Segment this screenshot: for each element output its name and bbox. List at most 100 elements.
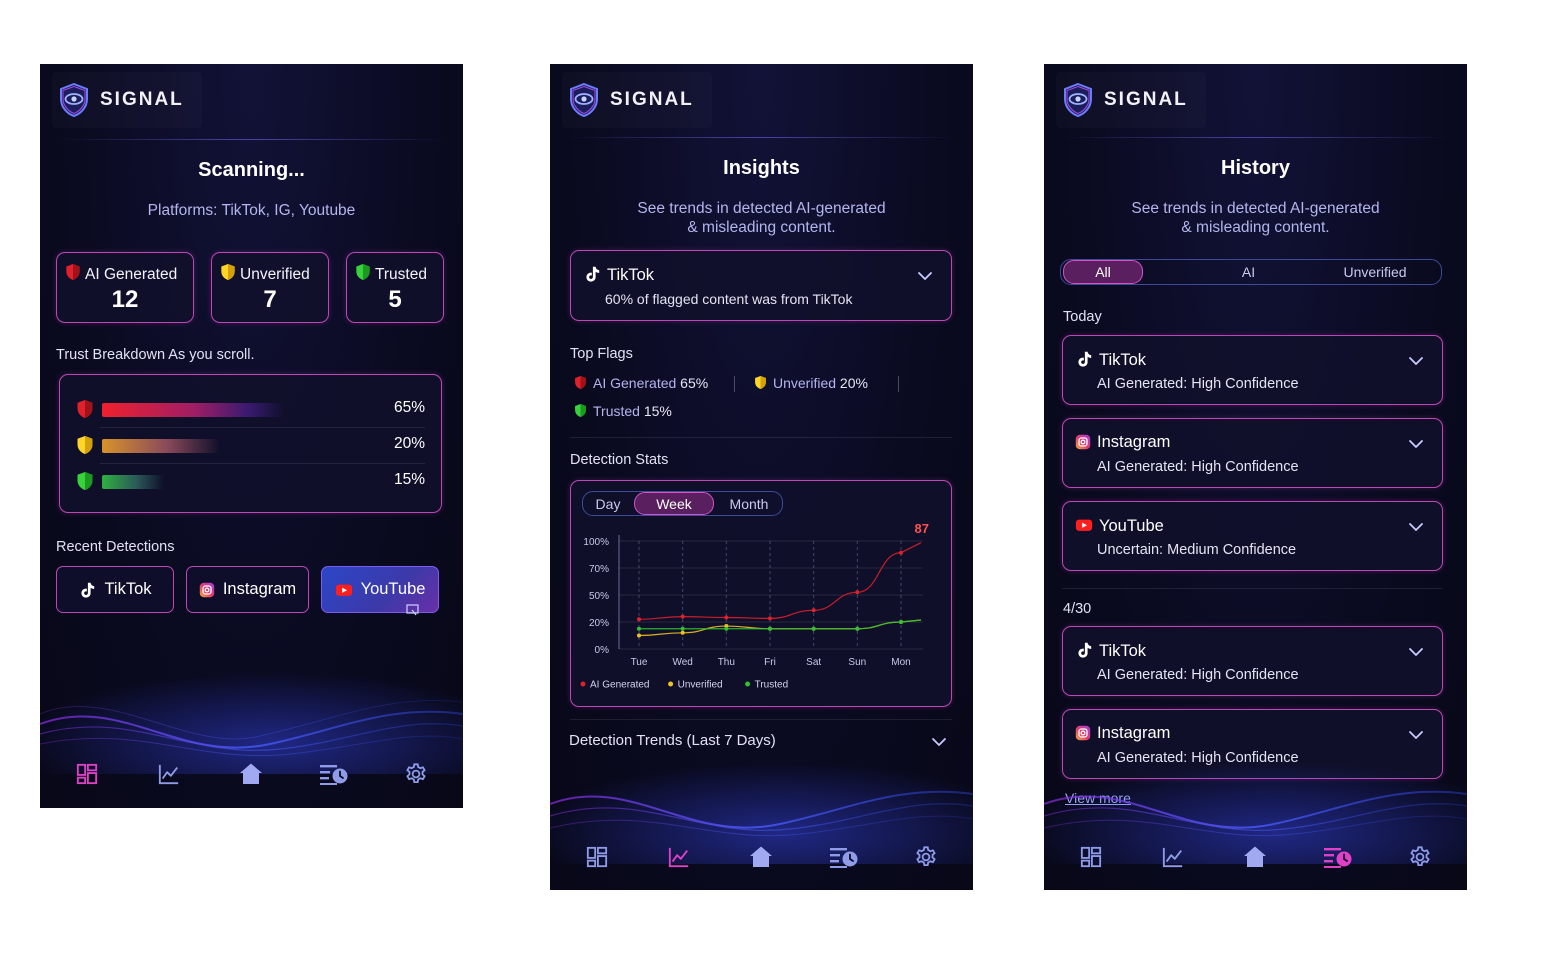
data-point bbox=[637, 617, 641, 622]
flag-value: 15% bbox=[643, 403, 672, 419]
chevron-down-icon[interactable] bbox=[917, 271, 933, 281]
group-label-date: 4/30 bbox=[1063, 601, 1092, 617]
flag-label: AI Generated bbox=[593, 375, 677, 391]
flag-separator bbox=[734, 376, 735, 392]
data-point bbox=[811, 608, 816, 613]
chevron-down-icon[interactable] bbox=[1408, 439, 1424, 449]
data-point bbox=[680, 614, 685, 619]
breakdown-label: Trust Breakdown As you scroll. bbox=[56, 347, 255, 363]
nav-home[interactable] bbox=[1235, 837, 1275, 877]
history-item[interactable]: Instagram AI Generated: High Confidence bbox=[1062, 418, 1443, 488]
nav-insights[interactable] bbox=[149, 754, 189, 794]
chevron-down-icon[interactable] bbox=[1408, 647, 1424, 657]
filter-all[interactable]: All bbox=[1063, 260, 1143, 284]
group-label-today: Today bbox=[1063, 309, 1102, 325]
card-title-row: YouTube bbox=[1075, 516, 1164, 536]
flag-label: Unverified bbox=[773, 375, 837, 391]
brand-name: SIGNAL bbox=[610, 89, 694, 110]
tiktok-icon bbox=[78, 581, 96, 599]
stat-card-trusted[interactable]: Trusted 5 bbox=[346, 252, 444, 323]
tiktok-icon bbox=[583, 265, 601, 283]
history-item[interactable]: TikTok AI Generated: High Confidence bbox=[1062, 335, 1443, 405]
bottom-nav bbox=[550, 830, 973, 884]
button-label: TikTok bbox=[104, 580, 152, 598]
nav-settings[interactable] bbox=[906, 837, 946, 877]
history-icon bbox=[1323, 845, 1353, 869]
legend-label: AI Generated bbox=[590, 680, 649, 691]
gear-icon bbox=[404, 762, 428, 786]
nav-home[interactable] bbox=[231, 754, 271, 794]
history-item[interactable]: Instagram AI Generated: High Confidence bbox=[1062, 709, 1443, 779]
platform-summary-card[interactable]: TikTok 60% of flagged content was from T… bbox=[570, 250, 952, 321]
nav-dashboard[interactable] bbox=[67, 754, 107, 794]
chevron-down-icon[interactable] bbox=[1408, 522, 1424, 532]
history-icon bbox=[319, 762, 349, 786]
card-title-row: TikTok bbox=[1075, 641, 1146, 661]
button-label: YouTube bbox=[360, 580, 426, 598]
nav-history[interactable] bbox=[1318, 837, 1358, 877]
app-logo: SIGNAL bbox=[562, 72, 712, 128]
y-tick-label: 0% bbox=[595, 645, 610, 656]
tiktok-icon bbox=[1075, 350, 1093, 368]
tab-day[interactable]: Day bbox=[595, 495, 621, 512]
legend-swatch bbox=[580, 681, 586, 687]
data-point bbox=[637, 626, 641, 631]
stat-label-row: AI Generated bbox=[65, 263, 177, 284]
stat-card-ai-generated[interactable]: AI Generated 12 bbox=[56, 252, 194, 323]
stat-card-unverified[interactable]: Unverified 7 bbox=[211, 252, 329, 323]
app-logo: SIGNAL bbox=[52, 72, 202, 128]
nav-history[interactable] bbox=[314, 754, 354, 794]
nav-insights[interactable] bbox=[659, 837, 699, 877]
data-point bbox=[768, 626, 772, 631]
view-more-link[interactable]: View more bbox=[1065, 790, 1131, 806]
header-divider bbox=[566, 137, 957, 138]
x-tick-label: Fri bbox=[764, 657, 776, 668]
data-point bbox=[680, 630, 685, 635]
dashboard-icon bbox=[586, 846, 608, 868]
series-line bbox=[638, 542, 922, 620]
flag-label: Trusted bbox=[593, 403, 640, 419]
data-point bbox=[637, 633, 641, 638]
data-point bbox=[899, 620, 903, 624]
x-tick-label: Sun bbox=[848, 657, 866, 668]
x-tick-label: Wed bbox=[672, 657, 692, 668]
stat-label: AI Generated bbox=[85, 266, 178, 283]
history-item[interactable]: YouTube Uncertain: Medium Confidence bbox=[1062, 501, 1443, 571]
stat-label-row: Unverified bbox=[220, 263, 310, 284]
history-detail: Uncertain: Medium Confidence bbox=[1097, 542, 1297, 558]
breakdown-row-trusted: 15% bbox=[76, 467, 425, 495]
header-divider bbox=[56, 139, 447, 140]
tab-month[interactable]: Month bbox=[729, 495, 769, 512]
platform-name: Instagram bbox=[1097, 724, 1171, 742]
tab-week[interactable]: Week bbox=[634, 492, 714, 515]
breakdown-percent: 65% bbox=[393, 399, 425, 416]
filter-unverified[interactable]: Unverified bbox=[1343, 264, 1407, 280]
stat-value: 5 bbox=[388, 286, 402, 313]
nav-settings[interactable] bbox=[396, 754, 436, 794]
nav-history[interactable] bbox=[824, 837, 864, 877]
nav-home[interactable] bbox=[741, 837, 781, 877]
data-point bbox=[680, 626, 685, 631]
card-title-row: Instagram bbox=[1075, 724, 1170, 743]
bottom-nav bbox=[40, 747, 463, 801]
nav-insights[interactable] bbox=[1153, 837, 1193, 877]
green-shield-icon bbox=[574, 403, 587, 418]
insights-screen: SIGNAL Insights See trends in detected A… bbox=[550, 64, 973, 890]
chevron-down-icon[interactable] bbox=[931, 737, 947, 747]
recent-instagram-button[interactable]: Instagram bbox=[186, 566, 309, 613]
nav-dashboard[interactable] bbox=[577, 837, 617, 877]
flag-trusted: Trusted 15% bbox=[574, 403, 672, 419]
top-flags-label: Top Flags bbox=[570, 346, 633, 362]
recent-youtube-button[interactable]: YouTube bbox=[321, 566, 439, 616]
chevron-down-icon[interactable] bbox=[1408, 356, 1424, 366]
section-divider bbox=[570, 437, 952, 438]
breakdown-percent: 15% bbox=[393, 471, 425, 488]
nav-settings[interactable] bbox=[1400, 837, 1440, 877]
filter-ai[interactable]: AI bbox=[1241, 264, 1256, 280]
recent-tiktok-button[interactable]: TikTok bbox=[56, 566, 174, 613]
chevron-down-icon[interactable] bbox=[1408, 730, 1424, 740]
history-item[interactable]: TikTok AI Generated: High Confidence bbox=[1062, 626, 1443, 696]
nav-dashboard[interactable] bbox=[1071, 837, 1111, 877]
stat-label: Unverified bbox=[240, 266, 310, 283]
brand-name: SIGNAL bbox=[1104, 89, 1188, 110]
